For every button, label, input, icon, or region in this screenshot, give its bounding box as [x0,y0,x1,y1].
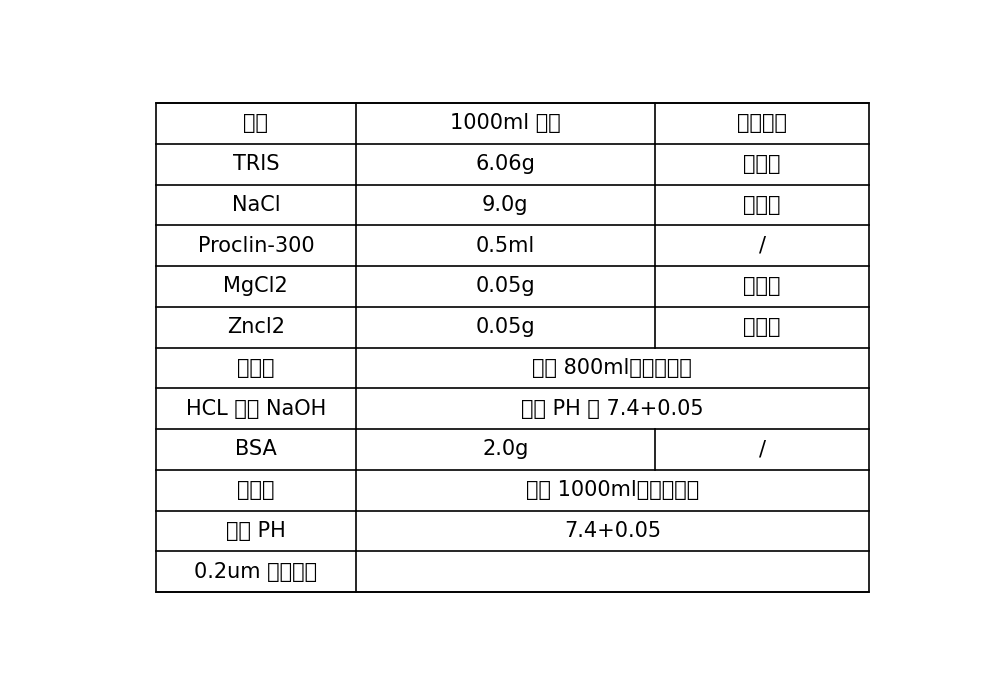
Text: 7.4+0.05: 7.4+0.05 [564,521,661,541]
Text: 0.2um 滤器过滤: 0.2um 滤器过滤 [194,561,317,582]
Text: 9.0g: 9.0g [482,195,529,215]
Text: NaCl: NaCl [232,195,280,215]
Text: 加至 1000ml，充分混匀: 加至 1000ml，充分混匀 [526,480,699,500]
Text: 纯化水: 纯化水 [237,358,275,378]
Text: 纯化水: 纯化水 [237,480,275,500]
Text: 分析纯: 分析纯 [743,195,781,215]
Text: TRIS: TRIS [233,154,279,174]
Text: /: / [759,236,766,255]
Text: 0.5ml: 0.5ml [476,236,535,255]
Text: MgCl2: MgCl2 [223,277,288,296]
Text: 0.05g: 0.05g [476,277,535,296]
Text: 6.06g: 6.06g [475,154,535,174]
Text: 1000ml 用量: 1000ml 用量 [450,113,561,133]
Text: 分析纯: 分析纯 [743,317,781,337]
Text: 分析纯: 分析纯 [743,277,781,296]
Text: Zncl2: Zncl2 [227,317,285,337]
Text: 调节 PH 到 7.4+0.05: 调节 PH 到 7.4+0.05 [521,399,704,419]
Text: 试剂: 试剂 [243,113,268,133]
Text: 0.05g: 0.05g [476,317,535,337]
Text: HCL 或者 NaOH: HCL 或者 NaOH [186,399,326,419]
Text: 2.0g: 2.0g [482,439,529,460]
Text: /: / [759,439,766,460]
Text: BSA: BSA [235,439,277,460]
Text: Proclin-300: Proclin-300 [198,236,314,255]
Text: 验证 PH: 验证 PH [226,521,286,541]
Text: 试剂级别: 试剂级别 [737,113,787,133]
Text: 分析纯: 分析纯 [743,154,781,174]
Text: 加至 800ml，溶解混匀: 加至 800ml，溶解混匀 [532,358,692,378]
